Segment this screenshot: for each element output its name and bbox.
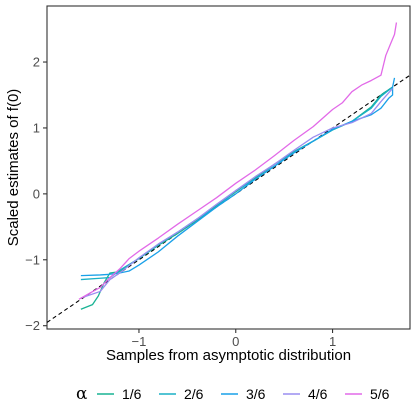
legend: α 1/6 2/6 3/6 4/6 5/6 bbox=[76, 384, 390, 404]
y-tick-label: 1 bbox=[33, 120, 40, 135]
y-tick-label: −2 bbox=[25, 318, 40, 333]
series-line-5 bbox=[78, 22, 398, 300]
plot-area bbox=[46, 5, 411, 330]
y-axis-title: Scaled estimates of f(0) bbox=[5, 89, 22, 247]
plot-panel-border bbox=[46, 5, 411, 330]
y-tick-label: 2 bbox=[33, 55, 40, 70]
legend-label-1: 1/6 bbox=[122, 386, 142, 402]
x-axis: −1 0 1 bbox=[132, 329, 336, 349]
legend-title: α bbox=[76, 384, 88, 404]
series-line-4 bbox=[80, 87, 394, 299]
y-tick-label: −1 bbox=[25, 252, 40, 267]
legend-label-3: 3/6 bbox=[246, 386, 266, 402]
legend-items: 1/6 2/6 3/6 4/6 5/6 bbox=[97, 386, 390, 402]
y-tick-label: 0 bbox=[33, 186, 40, 201]
series-line-3 bbox=[80, 77, 396, 277]
legend-label-4: 4/6 bbox=[308, 386, 328, 402]
y-axis: −2 −1 0 1 2 bbox=[25, 55, 47, 333]
legend-label-2: 2/6 bbox=[184, 386, 204, 402]
x-tick-label: 1 bbox=[329, 334, 336, 349]
series-layer bbox=[78, 22, 398, 310]
x-axis-title: Samples from asymptotic distribution bbox=[106, 347, 351, 364]
x-tick-label: −1 bbox=[132, 334, 147, 349]
legend-label-5: 5/6 bbox=[370, 386, 390, 402]
x-tick-label: 0 bbox=[232, 334, 239, 349]
